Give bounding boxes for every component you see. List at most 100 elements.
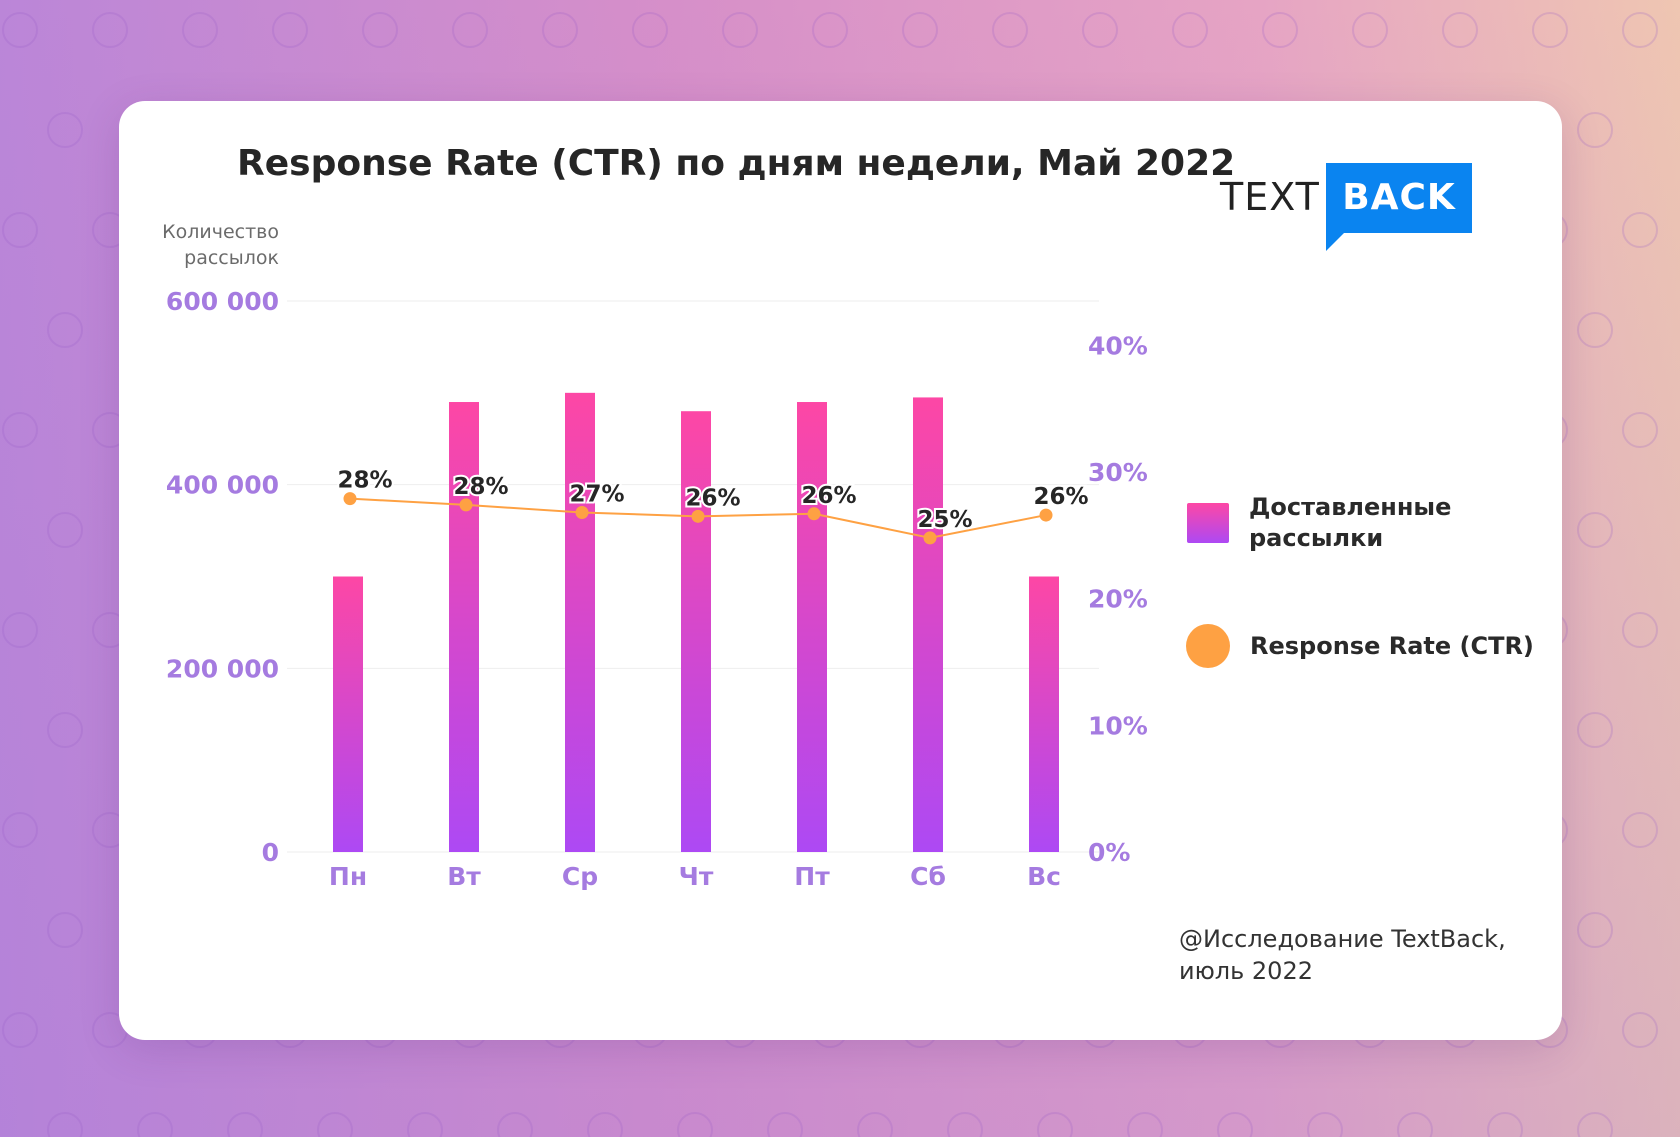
ctr-point <box>459 498 473 512</box>
legend-swatch-bars <box>1187 503 1229 543</box>
messenger-pattern-icon <box>407 1112 443 1137</box>
messenger-pattern-icon <box>1487 1112 1523 1137</box>
messenger-pattern-icon <box>182 12 218 48</box>
messenger-pattern-icon <box>1037 1112 1073 1137</box>
messenger-pattern-icon <box>2 612 38 648</box>
messenger-pattern-icon <box>812 12 848 48</box>
y-left-tick-label: 600 000 <box>166 287 279 316</box>
x-tick-label: Пт <box>794 862 830 891</box>
messenger-pattern-icon <box>497 1112 533 1137</box>
messenger-pattern-icon <box>1622 1012 1658 1048</box>
ctr-data-label: 26% <box>801 483 856 509</box>
messenger-pattern-icon <box>452 12 488 48</box>
messenger-pattern-icon <box>1577 912 1613 948</box>
messenger-pattern-icon <box>1532 12 1568 48</box>
messenger-pattern-icon <box>317 1112 353 1137</box>
messenger-pattern-icon <box>1622 612 1658 648</box>
ctr-data-label: 26% <box>1033 484 1088 510</box>
messenger-pattern-icon <box>1397 1112 1433 1137</box>
bar-delivered <box>449 402 479 852</box>
x-tick-label: Вт <box>447 862 481 891</box>
ctr-data-label: 25% <box>917 507 972 533</box>
y-left-tick-label: 200 000 <box>166 654 279 683</box>
messenger-pattern-icon <box>632 12 668 48</box>
ctr-data-label: 28% <box>453 474 508 500</box>
messenger-pattern-icon <box>902 12 938 48</box>
y-right-tick-label: 0% <box>1088 838 1130 867</box>
y-right-tick-label: 30% <box>1088 458 1148 487</box>
messenger-pattern-icon <box>1262 12 1298 48</box>
messenger-pattern-icon <box>362 12 398 48</box>
ctr-data-label: 28% <box>337 468 392 494</box>
bar-delivered <box>1029 576 1059 852</box>
ctr-data-label: 26% <box>685 485 740 511</box>
messenger-pattern-icon <box>767 1112 803 1137</box>
messenger-pattern-icon <box>1577 312 1613 348</box>
messenger-pattern-icon <box>47 512 83 548</box>
legend-swatch-line <box>1186 624 1230 668</box>
messenger-pattern-icon <box>992 12 1028 48</box>
legend-item-bars: Доставленные рассылки <box>1187 492 1499 554</box>
messenger-pattern-icon <box>2 212 38 248</box>
x-tick-label: Пн <box>329 862 367 891</box>
legend-item-line: Response Rate (CTR) <box>1186 624 1540 668</box>
bar-delivered <box>681 411 711 852</box>
messenger-pattern-icon <box>542 12 578 48</box>
x-tick-label: Ср <box>562 862 598 891</box>
messenger-pattern-icon <box>227 1112 263 1137</box>
logo-tail <box>1326 233 1344 251</box>
y-right-tick-label: 40% <box>1088 331 1148 360</box>
messenger-pattern-icon <box>1442 12 1478 48</box>
messenger-pattern-icon <box>47 1112 83 1137</box>
ctr-point <box>343 492 357 506</box>
messenger-pattern-icon <box>587 1112 623 1137</box>
textback-logo: TEXT BACK <box>1220 163 1480 251</box>
y-left-tick-label: 400 000 <box>166 471 279 500</box>
messenger-pattern-icon <box>1622 212 1658 248</box>
messenger-pattern-icon <box>2 812 38 848</box>
chart-card: Response Rate (CTR) по дням недели, Май … <box>119 101 1562 1040</box>
messenger-pattern-icon <box>722 12 758 48</box>
messenger-pattern-icon <box>2 1012 38 1048</box>
messenger-pattern-icon <box>47 912 83 948</box>
ctr-data-label: 27% <box>569 482 624 508</box>
x-tick-label: Вс <box>1027 862 1061 891</box>
y-left-tick-label: 0 <box>262 838 279 867</box>
messenger-pattern-icon <box>857 1112 893 1137</box>
x-tick-label: Сб <box>910 862 946 891</box>
bar-delivered <box>565 392 595 852</box>
bar-delivered <box>333 576 363 852</box>
source-note: @Исследование TextBack, июль 2022 <box>1179 923 1539 987</box>
x-tick-label: Чт <box>679 862 714 891</box>
messenger-pattern-icon <box>1622 812 1658 848</box>
ctr-point <box>1039 508 1053 522</box>
messenger-pattern-icon <box>2 412 38 448</box>
messenger-pattern-icon <box>92 12 128 48</box>
logo-box: BACK <box>1326 163 1472 233</box>
chart-plot: 28% 28% 27% 26% 26% 25% 26% 0 200 000 400 000 600… <box>166 287 1148 891</box>
messenger-pattern-icon <box>47 712 83 748</box>
legend-label-bars: Доставленные рассылки <box>1249 493 1452 552</box>
source-line-2: июль 2022 <box>1179 957 1313 985</box>
bar-delivered <box>913 397 943 852</box>
messenger-pattern-icon <box>1307 1112 1343 1137</box>
messenger-pattern-icon <box>947 1112 983 1137</box>
messenger-pattern-icon <box>1577 1112 1613 1137</box>
messenger-pattern-icon <box>1622 412 1658 448</box>
y-right-tick-label: 10% <box>1088 711 1148 740</box>
y-right-tick-label: 20% <box>1088 585 1148 614</box>
messenger-pattern-icon <box>1352 12 1388 48</box>
messenger-pattern-icon <box>1577 512 1613 548</box>
messenger-pattern-icon <box>1082 12 1118 48</box>
source-line-1: @Исследование TextBack, <box>1179 925 1506 953</box>
ctr-point <box>923 531 937 545</box>
messenger-pattern-icon <box>47 112 83 148</box>
ctr-point <box>807 507 821 521</box>
messenger-pattern-icon <box>1172 12 1208 48</box>
messenger-pattern-icon <box>2 12 38 48</box>
messenger-pattern-icon <box>137 1112 173 1137</box>
ctr-point <box>691 509 705 523</box>
messenger-pattern-icon <box>1577 712 1613 748</box>
y-axis-caption: Количество рассылок <box>162 221 279 269</box>
logo-text: TEXT <box>1220 175 1320 219</box>
